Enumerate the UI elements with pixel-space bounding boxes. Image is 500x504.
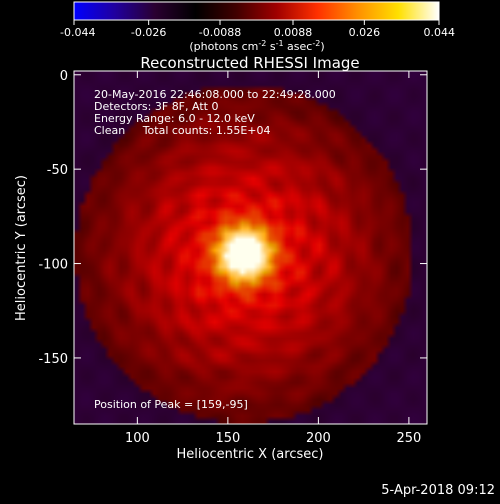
rhessi-image [74,71,427,424]
peak-label: Position of Peak = [159,-95] [94,398,248,411]
colorbar-tick-label: 0.026 [349,26,381,39]
info-clean: Clean Total counts: 1.55E+04 [94,124,271,137]
info-energy: Energy Range: 6.0 - 12.0 keV [94,112,255,125]
plot-frame [73,70,428,425]
colorbar-tick-label: 0.044 [424,26,456,39]
chart-title: Reconstructed RHESSI Image [140,54,359,72]
x-axis-label: Heliocentric X (arcsec) [177,447,324,462]
y-tick-label: -150 [38,352,68,367]
y-tick-label: -100 [38,258,68,273]
x-tick-label: 250 [396,431,421,446]
colorbar-tick-label: -0.026 [131,26,166,39]
colorbar-tick-label: -0.044 [60,26,95,39]
colorbar-ticks: -0.044 -0.026 -0.0088 0.0088 0.026 0.044 [60,20,455,39]
y-axis-label: Heliocentric Y (arcsec) [14,175,29,321]
y-tick-label: 0 [60,69,68,84]
colorbar-tick-label: 0.0088 [274,26,313,39]
colorbar: -0.044 -0.026 -0.0088 0.0088 0.026 0.044 (pho… [60,1,455,53]
info-block: 20-May-2016 22:46:08.000 to 22:49:28.000… [94,88,336,137]
colorbar-units: (photons cm-2 s-1 asec-2) [189,39,324,53]
x-tick-label: 100 [125,431,150,446]
x-tick-label: 150 [215,431,240,446]
colorbar-gradient [73,1,440,21]
info-detectors: Detectors: 3F 8F, Att 0 [94,100,218,113]
colorbar-tick-label: -0.0088 [199,26,241,39]
heatmap-raster [74,71,427,424]
info-time: 20-May-2016 22:46:08.000 to 22:49:28.000 [94,88,336,101]
x-tick-label: 200 [306,431,331,446]
timestamp: 5-Apr-2018 09:12 [381,483,495,498]
y-tick-label: -50 [47,163,68,178]
y-axis: 0 -50 -100 -150 [38,69,427,367]
x-axis: 100 150 200 250 [125,71,421,446]
